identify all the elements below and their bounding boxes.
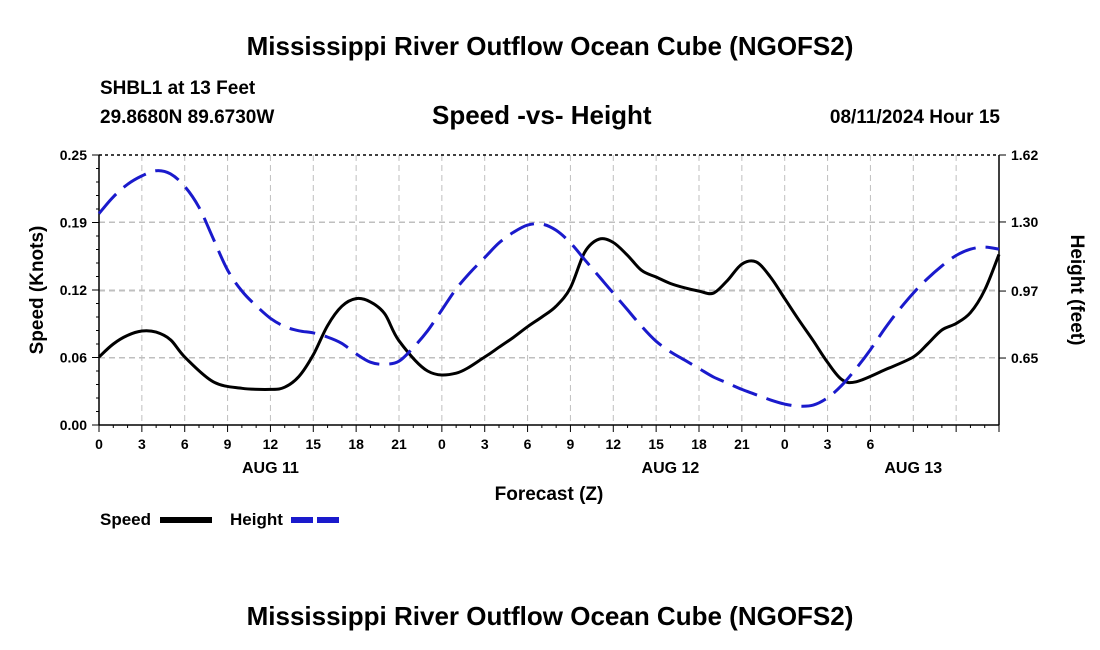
y-tick-label-right: 1.62 [1011,147,1038,163]
legend-speed-label: Speed [100,510,152,529]
chart-title: Mississippi River Outflow Ocean Cube (NG… [246,31,854,61]
x-tick-label: 18 [691,436,707,452]
x-tick-label: 0 [95,436,103,452]
x-tick-label: 12 [605,436,621,452]
x-tick-label: 6 [524,436,532,452]
y-ticks-right [999,154,1006,359]
date-label: AUG 11 [242,460,299,477]
x-tick-label: 15 [305,436,321,452]
y-tick-label-left: 0.25 [60,147,87,163]
series-speed-line [97,237,1001,391]
x-tick-label: 6 [181,436,189,452]
station-label: SHBL1 at 13 Feet [100,78,256,99]
date-label: AUG 12 [642,460,700,477]
date-label: AUG 13 [884,460,942,477]
y-tick-label-right: 0.65 [1011,350,1038,366]
forecast-datetime: 08/11/2024 Hour 15 [829,107,1000,128]
x-tick-label: 21 [734,436,750,452]
x-tick-label: 3 [138,436,146,452]
x-axis-label: Forecast (Z) [495,484,604,505]
x-tick-label: 9 [224,436,232,452]
y-tick-label-right: 0.97 [1011,283,1038,299]
y-tick-label-left: 0.00 [60,417,87,433]
x-tick-label: 3 [481,436,489,452]
x-tick-label: 12 [263,436,279,452]
y-axis-label-right: Height (feet) [1066,235,1087,346]
y-ticks-left [92,154,99,426]
legend-speed-swatch [160,517,212,523]
series-height-line [97,169,1000,408]
station-coordinates: 29.8680N 89.6730W [100,107,275,128]
x-tick-label: 15 [648,436,664,452]
x-ticks [98,425,1000,432]
x-tick-label: 18 [348,436,364,452]
x-tick-label: 6 [867,436,875,452]
legend-height-swatch [291,517,343,523]
x-tick-label: 9 [567,436,575,452]
chart-subtitle: Speed -vs- Height [432,100,652,130]
y-axis-label-left: Speed (Knots) [27,226,48,355]
x-tick-label: 0 [781,436,789,452]
footer-title: Mississippi River Outflow Ocean Cube (NG… [246,601,854,631]
y-tick-label-left: 0.19 [60,215,87,231]
y-tick-label-left: 0.12 [60,282,87,298]
grid [99,155,999,425]
x-tick-label: 21 [391,436,407,452]
x-tick-label: 3 [824,436,832,452]
legend-height-label: Height [230,510,283,529]
y-tick-label-left: 0.06 [60,350,87,366]
y-tick-label-right: 1.30 [1011,214,1038,230]
x-tick-label: 0 [438,436,446,452]
